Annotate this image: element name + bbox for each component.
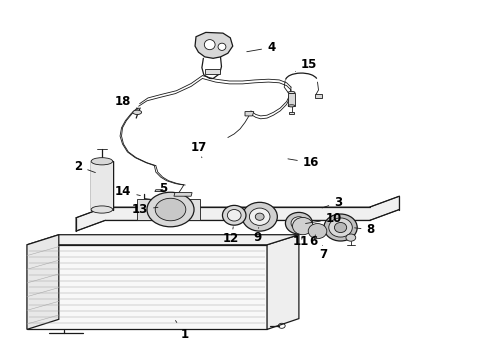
Polygon shape: [76, 196, 399, 231]
Polygon shape: [137, 199, 200, 220]
Text: 9: 9: [253, 228, 261, 244]
Text: 15: 15: [295, 58, 317, 72]
Ellipse shape: [222, 205, 246, 225]
Text: 4: 4: [247, 41, 275, 54]
Text: 2: 2: [74, 160, 96, 173]
Ellipse shape: [291, 217, 307, 230]
Polygon shape: [267, 235, 299, 329]
Ellipse shape: [334, 222, 346, 233]
Ellipse shape: [91, 206, 113, 213]
Polygon shape: [195, 32, 233, 58]
Polygon shape: [91, 161, 113, 210]
Ellipse shape: [218, 43, 226, 50]
Ellipse shape: [288, 105, 295, 107]
Polygon shape: [27, 245, 267, 329]
Ellipse shape: [329, 218, 352, 237]
Ellipse shape: [227, 210, 241, 221]
Text: 8: 8: [355, 223, 375, 236]
Ellipse shape: [288, 91, 295, 94]
Ellipse shape: [133, 110, 142, 114]
Ellipse shape: [242, 202, 277, 231]
Ellipse shape: [308, 224, 327, 239]
Text: 1: 1: [175, 320, 189, 341]
Ellipse shape: [91, 158, 113, 165]
Polygon shape: [315, 94, 322, 98]
Ellipse shape: [255, 213, 264, 220]
Text: 10: 10: [306, 212, 342, 225]
Text: 6: 6: [310, 235, 318, 248]
Polygon shape: [174, 193, 192, 196]
Ellipse shape: [204, 40, 215, 50]
Ellipse shape: [293, 217, 313, 235]
Ellipse shape: [324, 214, 357, 241]
Polygon shape: [289, 112, 294, 114]
Ellipse shape: [249, 208, 270, 225]
Text: 16: 16: [288, 156, 319, 169]
Text: 18: 18: [115, 95, 138, 109]
Ellipse shape: [147, 192, 194, 227]
Text: 14: 14: [115, 185, 140, 198]
Text: 13: 13: [132, 203, 158, 216]
Text: 12: 12: [223, 227, 240, 245]
Text: 17: 17: [190, 141, 207, 158]
Text: 5: 5: [159, 183, 168, 195]
Circle shape: [346, 234, 356, 241]
Polygon shape: [27, 235, 59, 329]
Ellipse shape: [155, 198, 186, 221]
Text: 11: 11: [293, 235, 309, 248]
Text: 3: 3: [322, 196, 343, 209]
Polygon shape: [27, 235, 299, 245]
Ellipse shape: [285, 212, 313, 234]
Polygon shape: [155, 190, 164, 192]
Polygon shape: [288, 93, 295, 106]
Polygon shape: [205, 69, 220, 74]
Text: 7: 7: [319, 246, 327, 261]
Polygon shape: [245, 112, 254, 116]
